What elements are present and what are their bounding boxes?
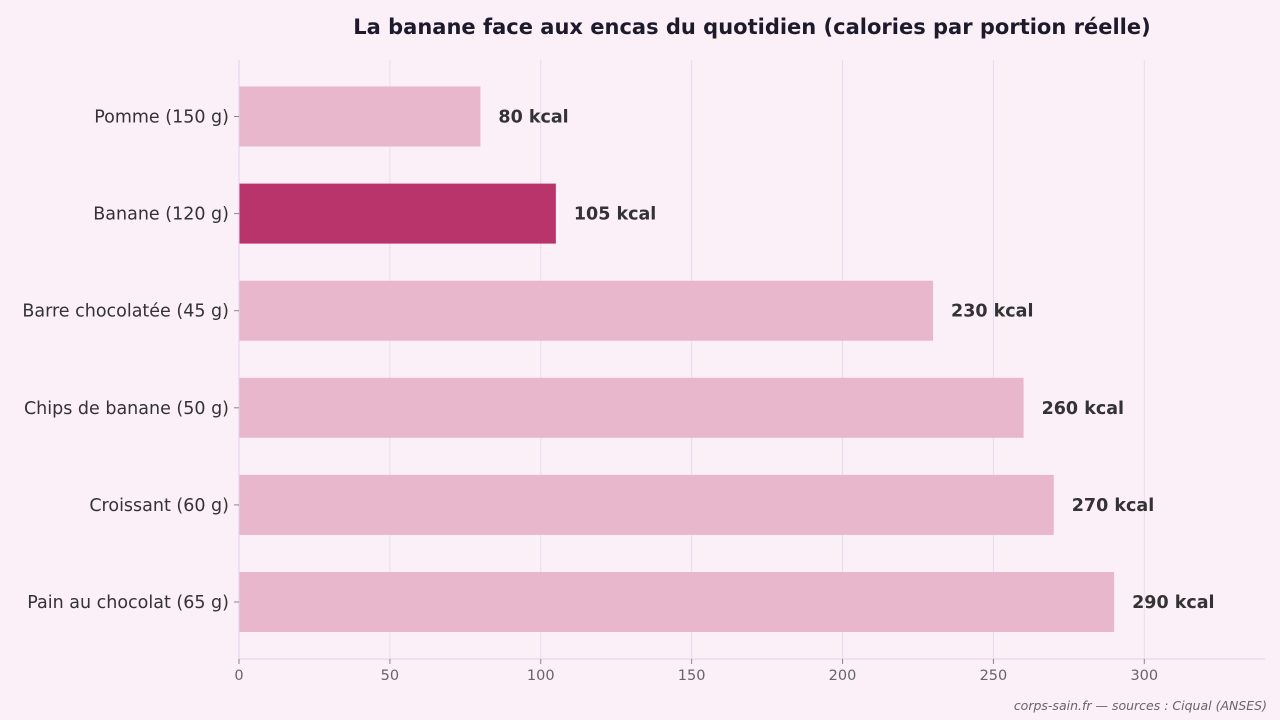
category-label: Pain au chocolat (65 g) [27,593,229,613]
value-label: 290 kcal [1132,593,1214,613]
value-label: 230 kcal [951,302,1033,322]
source-note: corps-sain.fr — sources : Ciqual (ANSES) [1014,698,1267,713]
bar [239,86,481,147]
bars [239,86,1115,632]
grid-lines [389,60,1145,659]
category-labels: Pomme (150 g) Banane (120 g) Barre chocola… [22,108,229,614]
category-label: Pomme (150 g) [94,108,229,128]
value-label: 260 kcal [1042,399,1124,419]
x-axis: 0 50 100 150 200 250 300 [234,60,1265,684]
category-label: Chips de banane (50 g) [24,399,229,419]
x-tick-label: 100 [527,668,555,684]
bar [239,474,1054,535]
chart-title: La banane face aux encas du quotidien (c… [353,15,1150,39]
value-label: 80 kcal [498,108,568,128]
bar [239,377,1024,438]
bar [239,572,1115,632]
x-tick-label: 50 [381,668,399,684]
x-tick-label: 150 [678,668,706,684]
bar [239,183,556,244]
bar [239,280,934,341]
x-tick-label: 250 [980,668,1008,684]
category-label: Barre chocolatée (45 g) [22,302,229,322]
x-tick-label: 0 [234,668,243,684]
x-tick-label: 200 [829,668,857,684]
x-tick-label: 300 [1130,668,1158,684]
value-label: 105 kcal [574,205,656,225]
value-labels: 80 kcal 105 kcal 230 kcal 260 kcal 270 kcal 2… [498,108,1214,614]
category-label: Banane (120 g) [93,205,229,225]
category-label: Croissant (60 g) [89,496,229,516]
value-label: 270 kcal [1072,496,1154,516]
